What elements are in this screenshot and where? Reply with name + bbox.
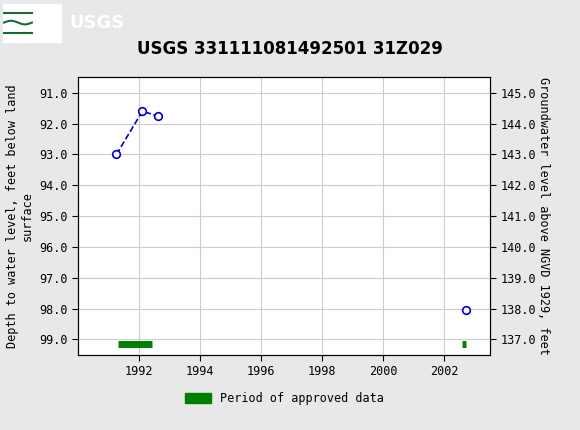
Y-axis label: Groundwater level above NGVD 1929, feet: Groundwater level above NGVD 1929, feet — [537, 77, 550, 355]
Y-axis label: Depth to water level, feet below land
surface: Depth to water level, feet below land su… — [6, 84, 34, 348]
Text: USGS 331111081492501 31Z029: USGS 331111081492501 31Z029 — [137, 40, 443, 58]
FancyBboxPatch shape — [3, 3, 61, 42]
Legend: Period of approved data: Period of approved data — [180, 387, 389, 410]
Text: USGS: USGS — [70, 14, 125, 31]
